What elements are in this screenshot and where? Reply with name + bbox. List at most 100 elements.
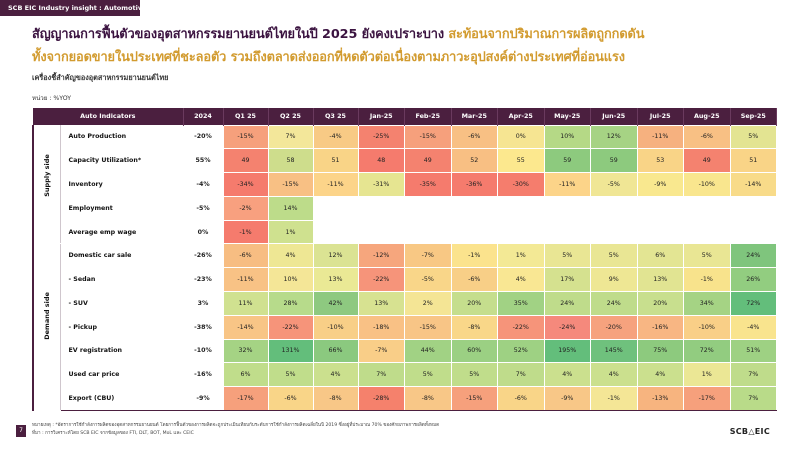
empty-cell (590, 219, 638, 245)
empty-cell (312, 195, 359, 221)
table-row: Used car price -16% 6% 5% 4% 7% 5% 5% 7% 4% 4% 4% 1%… (33, 362, 777, 388)
value-cell: 10% (543, 124, 591, 150)
value-cell: 52 (450, 148, 498, 174)
value-cell: 4% (636, 362, 684, 388)
header-period: Q3 25 (313, 108, 359, 125)
value-cell: 72% (683, 338, 731, 364)
value-cell: -6% (450, 267, 498, 292)
headline-part3: ทั้งจากยอดขายในประเทศที่ชะลอตัว รวมถึงตล… (32, 50, 625, 65)
value-cell: 49 (404, 148, 452, 174)
value-cell: 49 (683, 148, 731, 174)
value-cell: -15% (404, 124, 452, 150)
value-cell: 59 (543, 148, 591, 174)
value-cell: 52% (497, 338, 545, 364)
header-period: Jul-25 (637, 108, 684, 125)
value-cell: -7% (357, 338, 405, 364)
value-cell: 66% (312, 338, 359, 364)
value-2024: -20% (182, 124, 224, 150)
value-cell: 35% (497, 290, 545, 316)
value-cell: -12% (357, 243, 405, 269)
empty-cell (357, 195, 405, 221)
value-2024: -26% (182, 243, 224, 269)
value-cell: -1% (450, 243, 498, 269)
table-row: Capacity Utilization* 55% 49 58 51 48 49 52 55 59… (33, 148, 777, 174)
table-row: - Pickup -38% -14% -22% -10% -18% -15% -8% -22% -… (33, 314, 777, 340)
table-row: Export (CBU) -9% -17% -6% -8% -28% -8% -15% -6% -… (33, 386, 777, 411)
table-row: Supply side Auto Production -20% -15% 7% -4% -… (32, 124, 777, 245)
value-cell: -6% (450, 124, 498, 150)
value-cell: -16% (636, 314, 684, 340)
value-cell: 5% (404, 362, 452, 388)
value-cell: -1% (683, 267, 731, 292)
indicator-label: Domestic car sale (60, 243, 184, 269)
headline-part1: สัญญาณการฟื้นตัวของอุตสาหกรรมยานยนต์ไทยใ… (32, 27, 444, 42)
value-cell: 7% (267, 124, 314, 150)
value-2024: -16% (182, 362, 224, 388)
scb-eic-logo: SCB△EIC (729, 427, 770, 436)
value-cell: 131% (267, 338, 314, 364)
value-cell: 49 (222, 148, 269, 174)
value-cell: 11% (222, 290, 269, 316)
indicator-label: EV registration (60, 338, 184, 364)
value-cell: 1% (683, 362, 731, 388)
empty-cell (404, 219, 452, 245)
value-cell: 13% (636, 267, 684, 292)
value-cell: -10% (683, 314, 731, 340)
value-cell: 24% (729, 243, 777, 269)
value-cell: 4% (312, 362, 359, 388)
value-cell: 5% (450, 362, 498, 388)
value-cell: -14% (729, 172, 777, 197)
value-cell: 4% (497, 267, 545, 292)
table-row: - SUV 3% 11% 28% 42% 13% 2% 20% 35% 24% 24% 20% 34% 7… (33, 290, 777, 316)
value-cell: -10% (312, 314, 359, 340)
value-cell: -14% (222, 314, 269, 340)
header-period: May-25 (544, 108, 591, 125)
value-cell: -15% (267, 172, 314, 197)
value-cell: -1% (222, 219, 269, 245)
group-label: Demand side (42, 292, 51, 340)
indicator-label: Average emp wage (60, 219, 184, 245)
value-cell: -17% (683, 386, 731, 411)
group-label: Supply side (42, 154, 51, 198)
indicator-label: Employment (60, 195, 184, 221)
value-cell: 17% (543, 267, 591, 292)
value-cell: -4% (312, 124, 359, 150)
empty-cell (590, 195, 638, 221)
auto-indicators-table: Auto Indicators 2024 Q1 25 Q2 25 Q3 25 J… (32, 108, 777, 411)
value-2024: 0% (182, 219, 224, 245)
table-subtitle: เครื่องชี้สำคัญของอุตสาหกรรมยานยนต์ไทย (32, 73, 169, 82)
value-cell: -15% (450, 386, 498, 411)
value-cell: 34% (683, 290, 731, 316)
value-cell: 12% (590, 124, 638, 150)
value-2024: 55% (182, 148, 224, 174)
unit-label: หน่วย : %YOY (32, 95, 72, 102)
value-cell: 12% (312, 243, 359, 269)
value-cell: 5% (683, 243, 731, 269)
empty-cell (729, 219, 777, 245)
value-cell: 9% (590, 267, 638, 292)
value-cell: 32% (222, 338, 269, 364)
value-cell: 20% (450, 290, 498, 316)
table-body: Supply side Auto Production -20% -15% 7% -4% -… (32, 124, 777, 411)
value-cell: 6% (636, 243, 684, 269)
empty-cell (636, 219, 684, 245)
table-row: Demand side Domestic car sale -26% -6% 4% 12%… (32, 243, 777, 411)
value-cell: -22% (497, 314, 545, 340)
value-cell: -20% (590, 314, 638, 340)
footnote-line: ที่มา : การวิเคราะห์โดย SCB EIC จากข้อมู… (32, 431, 194, 436)
empty-cell (683, 219, 731, 245)
value-cell: 53 (636, 148, 684, 174)
value-cell: -2% (222, 195, 269, 221)
value-cell: 55 (497, 148, 545, 174)
value-cell: 5% (267, 362, 314, 388)
value-cell: 28% (267, 290, 314, 316)
value-cell: -5% (590, 172, 638, 197)
value-cell: -8% (404, 386, 452, 411)
value-cell: 7% (497, 362, 545, 388)
value-cell: -22% (267, 314, 314, 340)
value-cell: -17% (222, 386, 269, 411)
value-cell: 24% (590, 290, 638, 316)
header-period: Jun-25 (590, 108, 638, 125)
page-title: สัญญาณการฟื้นตัวของอุตสาหกรรมยานยนต์ไทยใ… (32, 23, 797, 69)
indicator-label: Auto Production (60, 124, 184, 150)
